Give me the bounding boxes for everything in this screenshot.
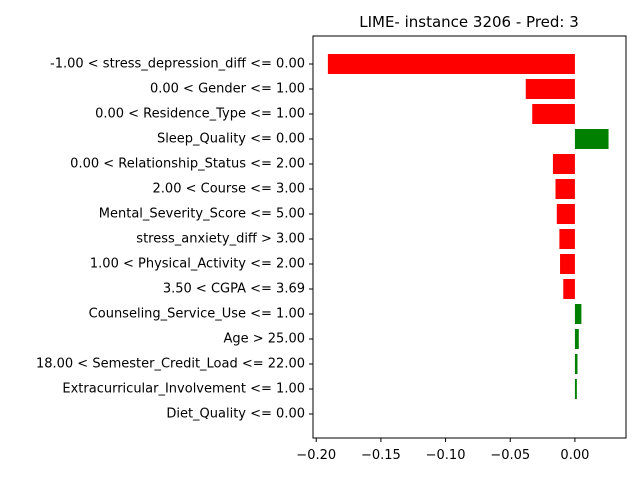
y-tick-label: 0.00 < Gender <= 1.00 xyxy=(150,82,305,97)
bar xyxy=(552,154,575,174)
bar-group xyxy=(327,54,609,399)
x-tick-label: −0.20 xyxy=(296,448,336,463)
bar xyxy=(574,379,577,399)
y-tick-label: 18.00 < Semester_Credit_Load <= 22.00 xyxy=(36,357,305,372)
y-tick-label: Sleep_Quality <= 0.00 xyxy=(157,132,305,147)
bar xyxy=(556,204,575,224)
y-tick-label: 1.00 < Physical_Activity <= 2.00 xyxy=(90,257,305,272)
y-tick-label: Counseling_Service_Use <= 1.00 xyxy=(89,307,305,322)
y-tick-label: 3.50 < CGPA <= 3.69 xyxy=(163,282,305,297)
y-tick-label: Diet_Quality <= 0.00 xyxy=(166,407,305,422)
y-tick-label: stress_anxiety_diff > 3.00 xyxy=(136,232,305,247)
y-tick-label: 0.00 < Relationship_Status <= 2.00 xyxy=(70,157,305,172)
bar xyxy=(559,229,575,249)
y-tick-label: 0.00 < Residence_Type <= 1.00 xyxy=(95,107,305,122)
x-tick-label: −0.15 xyxy=(361,448,401,463)
chart-title: LIME- instance 3206 - Pred: 3 xyxy=(359,13,579,31)
bar xyxy=(560,254,575,274)
y-tick-label: -1.00 < stress_depression_diff <= 0.00 xyxy=(50,57,305,72)
x-tick-label: 0.00 xyxy=(560,448,589,463)
x-tick-label: −0.10 xyxy=(426,448,466,463)
bar xyxy=(574,304,582,324)
x-tick-label: −0.05 xyxy=(490,448,530,463)
bar xyxy=(555,179,575,199)
bar xyxy=(563,279,575,299)
bar xyxy=(532,104,575,124)
y-tick-label: Mental_Severity_Score <= 5.00 xyxy=(99,207,305,222)
y-tick-label: 2.00 < Course <= 3.00 xyxy=(153,182,305,197)
y-tick-label: Extracurricular_Involvement <= 1.00 xyxy=(62,382,305,397)
bar xyxy=(525,79,575,99)
bar xyxy=(574,329,579,349)
y-axis-ticks: -1.00 < stress_depression_diff <= 0.00 0.… xyxy=(36,57,313,422)
bar xyxy=(327,54,575,74)
axes-frame xyxy=(312,35,627,439)
bar xyxy=(574,129,609,149)
bar xyxy=(574,354,578,374)
y-tick-label: Age > 25.00 xyxy=(223,332,305,347)
x-axis-ticks: −0.20 −0.15 −0.10 −0.05 0.00 xyxy=(296,438,589,463)
